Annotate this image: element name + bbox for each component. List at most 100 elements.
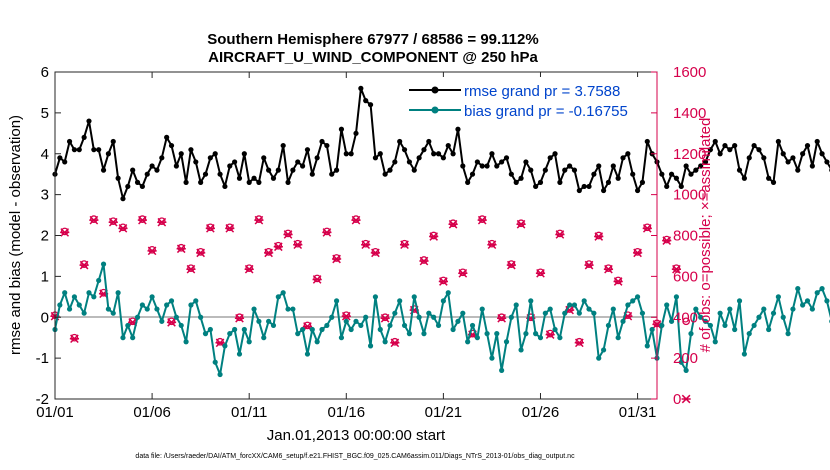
obs-assimilated-point [225,224,235,233]
obs-possible-point [633,248,642,256]
bias-point [479,306,485,312]
obs-possible-point [60,227,69,236]
y-right-tick-label: 0 [673,391,681,408]
bias-point [736,298,743,304]
rmse-point [785,159,791,165]
bias-point [756,314,762,320]
rmse-point [246,179,252,185]
bias-point [605,322,612,329]
obs-possible-point [420,256,428,264]
bias-point [542,310,548,316]
rmse-point [416,155,422,161]
bias-point [236,351,243,357]
bias-point [217,371,223,378]
rmse-point [96,147,102,153]
rmse-point [125,183,131,190]
rmse-point [241,151,247,157]
y-right-tick-label: 400 [673,309,698,326]
bias-point [125,322,131,329]
bias-point [800,302,806,308]
bias-point [115,290,121,296]
bias-point [91,294,97,300]
rmse-point [688,171,694,177]
obs-assimilated-point [448,219,458,229]
rmse-point [144,171,150,177]
obs-possible-point [177,243,186,252]
rmse-point [431,151,437,157]
obs-possible-point [235,313,244,322]
rmse-point [207,155,213,161]
obs-possible-point [323,227,331,236]
bias-point [100,261,107,267]
obs-possible-point [585,260,593,268]
rmse-point [751,142,757,149]
rmse-point [154,167,160,173]
obs-assimilated-point [147,246,157,256]
rmse-point [435,151,442,157]
bias-point [620,318,626,324]
rmse-point [761,155,767,161]
obs-assimilated-point [69,334,80,344]
bias-point [727,306,733,312]
bias-point [615,335,621,341]
obs-assimilated-point [351,215,361,225]
y-left-tick-label: 0 [41,309,49,326]
rmse-point [377,151,383,157]
obs-assimilated-point [545,330,555,339]
rmse-point [217,171,223,177]
obs-assimilated-point [254,215,264,225]
obs-possible-point [643,223,652,232]
bias-point [440,298,446,304]
bias-point [688,331,694,337]
rmse-point [353,130,359,136]
rmse-point [76,147,82,153]
bias-point [134,314,141,320]
y-right-tick-label: 1400 [673,105,706,122]
obs-possible-point [352,215,360,223]
y-axis-right-label: # of obs: o=possible; ×=assimilated [697,118,714,353]
obs-possible-point [546,329,555,338]
bias-point [809,306,815,312]
rmse-point [824,159,830,165]
bias-point [775,294,781,300]
rmse-point [212,151,218,157]
y-right-tick-label: 600 [673,268,698,285]
bias-point [299,326,306,333]
obs-assimilated-point [176,244,186,254]
x-tick-label: 01/21 [425,404,463,421]
rmse-point [333,167,340,173]
rmse-point [134,179,141,185]
rmse-point [537,179,544,185]
bias-point [528,298,534,304]
rmse-point [401,147,408,153]
obs-assimilated-point [264,248,274,258]
bias-point [804,298,811,304]
bias-point [814,290,820,296]
bias-point [693,306,699,312]
obs-assimilated-point [477,215,487,225]
bias-point [314,339,320,345]
y-right-tick-label: 1600 [673,64,706,81]
bias-point [494,331,500,337]
obs-possible-point [313,274,322,283]
bias-point [188,302,194,308]
bias-point [241,326,247,333]
rmse-point [600,187,607,194]
rmse-point [426,138,432,145]
obs-possible-point [70,333,79,342]
bias-point [591,310,597,316]
obs-possible-point [488,239,496,248]
bias-point [460,310,466,316]
y-right-tick-label: 200 [673,350,698,367]
bias-point [173,314,179,320]
rmse-point [295,159,301,165]
bias-point [266,318,272,324]
bias-point [484,331,490,337]
bias-point [576,310,582,316]
bias-line [54,263,830,376]
bias-point [489,355,495,361]
rmse-point [62,159,68,165]
obs-possible-point [274,241,283,250]
obs-assimilated-point [166,318,177,327]
rmse-point [586,183,592,190]
